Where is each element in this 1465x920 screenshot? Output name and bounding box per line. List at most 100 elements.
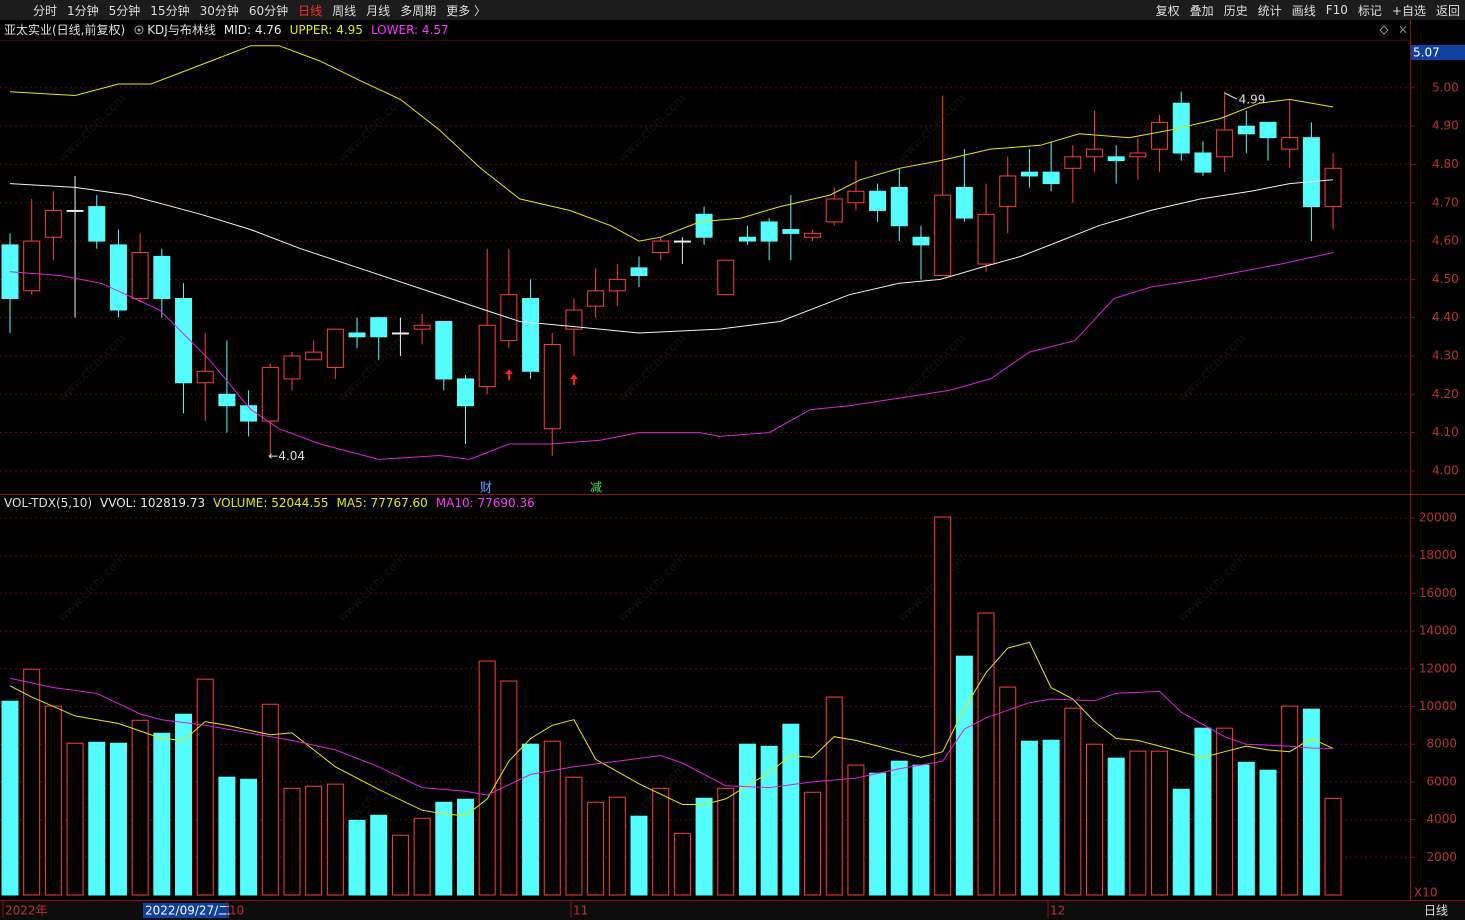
close-icon[interactable]: × [1398, 23, 1408, 37]
volume-bar [1237, 761, 1255, 896]
volume-bar [413, 817, 431, 896]
legend-item: LOWER: 4.57 [371, 23, 449, 37]
candle-body [348, 332, 366, 338]
volume-bar [153, 732, 171, 896]
volume-bar [999, 686, 1017, 896]
tool-button[interactable]: 叠加 [1189, 3, 1214, 18]
candle-body [999, 175, 1017, 208]
tool-button[interactable]: 历史 [1223, 3, 1248, 18]
candle-body [240, 405, 258, 422]
volume-bar [23, 668, 41, 896]
candle-body [283, 355, 301, 380]
volume-bar [1194, 727, 1212, 896]
tool-button[interactable]: 统计 [1257, 3, 1282, 18]
y-tick-label: 4.70 [1432, 195, 1459, 209]
volume-bar [109, 742, 127, 896]
volume-bar [847, 764, 865, 896]
candle-body [44, 209, 62, 238]
candle-body [1259, 121, 1277, 139]
volume-bar [1129, 750, 1147, 896]
legend-item: MA10: 77690.36 [436, 496, 535, 510]
volume-bar [522, 743, 540, 896]
candle-body [522, 298, 540, 372]
volume-bar [88, 741, 106, 896]
candle-body [630, 267, 648, 277]
volume-bar [543, 740, 561, 896]
period-tab[interactable]: 15分钟 [150, 3, 190, 18]
period-tab[interactable]: 日线 [298, 3, 323, 18]
tool-button[interactable]: 复权 [1155, 3, 1180, 18]
toolbar: 分时 1分钟 5分钟 15分钟 30分钟 60分钟 日线 周线 月线 多周期 更多 〉 复权 叠加 历史统… [0, 0, 1465, 20]
volume-bar [934, 516, 952, 896]
event-marker: 减 [590, 481, 602, 495]
volume-bar [1302, 708, 1320, 896]
period-tab[interactable]: 60分钟 [248, 3, 289, 18]
candle-body [478, 324, 496, 388]
candle-body [934, 194, 952, 277]
period-tab[interactable]: 月线 [366, 3, 391, 18]
volume-bar [1064, 707, 1082, 896]
candle-body [66, 209, 84, 212]
y-tick-label: 6000 [1426, 774, 1457, 788]
volume-bar [695, 797, 713, 896]
volume-bar [478, 660, 496, 896]
volume-bar [1259, 769, 1277, 896]
candle-body [1129, 152, 1147, 158]
volume-bar [131, 719, 149, 896]
candle-body [1107, 156, 1125, 162]
period-tab[interactable]: 1分钟 [67, 3, 99, 18]
candle-body [1042, 171, 1060, 185]
candle-body [1086, 148, 1103, 158]
candle-body [804, 232, 822, 238]
period-tab[interactable]: 5分钟 [108, 3, 141, 18]
legend-item: VVOL: 102819.73 [100, 496, 205, 510]
candle-body [673, 240, 691, 243]
volume-bar [1216, 727, 1234, 896]
candle-body [608, 278, 626, 292]
indicator-line [9, 179, 1334, 334]
period-tab[interactable]: 更多 〉 [446, 3, 487, 18]
y-tick-label: 4.40 [1432, 310, 1459, 324]
y-tick-label: 8000 [1426, 737, 1457, 751]
tool-button[interactable]: 画线 [1291, 3, 1316, 18]
candle-body [23, 240, 41, 292]
y-tick-label: 10000 [1419, 699, 1457, 713]
candle-body [326, 328, 344, 368]
y-tick-label: 4.80 [1432, 157, 1459, 171]
tool-button[interactable]: 返回 [1435, 3, 1460, 18]
candle-body [88, 206, 106, 242]
legend-item: UPPER: 4.95 [290, 23, 363, 37]
tool-button[interactable]: 标记 [1357, 3, 1382, 18]
volume-bar [587, 801, 605, 896]
indicator-line [9, 252, 1334, 460]
volume-bar [240, 778, 258, 896]
candle-body [695, 213, 713, 238]
cursor-price-box [1411, 45, 1465, 60]
cursor-date: 2022/09/27/二 [145, 904, 230, 918]
candle-body [955, 186, 973, 219]
legend-item: MID: 4.76 [224, 23, 282, 37]
indicator-line [9, 45, 1334, 242]
y-tick-label: 5.00 [1432, 80, 1459, 94]
tool-button[interactable]: +自选 [1391, 3, 1426, 18]
volume-bar [565, 776, 583, 896]
period-tab[interactable]: 周线 [332, 3, 357, 18]
indicator-header: VOL-TDX(5,10) VVOL: 102819.73 VOLUME: 5204… [4, 496, 535, 510]
tool-button[interactable]: F10 [1325, 3, 1348, 17]
period-tab[interactable]: 多周期 [400, 3, 437, 18]
period-tab[interactable]: 30分钟 [199, 3, 239, 18]
x-axis-label: 12 [1050, 904, 1065, 918]
candle-body [1281, 137, 1299, 150]
volume-bar [1107, 757, 1125, 896]
candle-body [391, 332, 409, 335]
diamond-icon[interactable] [1379, 25, 1389, 35]
date-bar [0, 900, 1465, 920]
candle-body [435, 320, 453, 380]
volume-bar [456, 798, 474, 896]
period-tab[interactable]: 分时 [33, 3, 58, 18]
volume-bar [1042, 739, 1060, 896]
cursor-date-box [143, 903, 229, 918]
candle-body [413, 324, 431, 330]
candle-body [652, 240, 670, 254]
volume-bar [370, 814, 388, 896]
